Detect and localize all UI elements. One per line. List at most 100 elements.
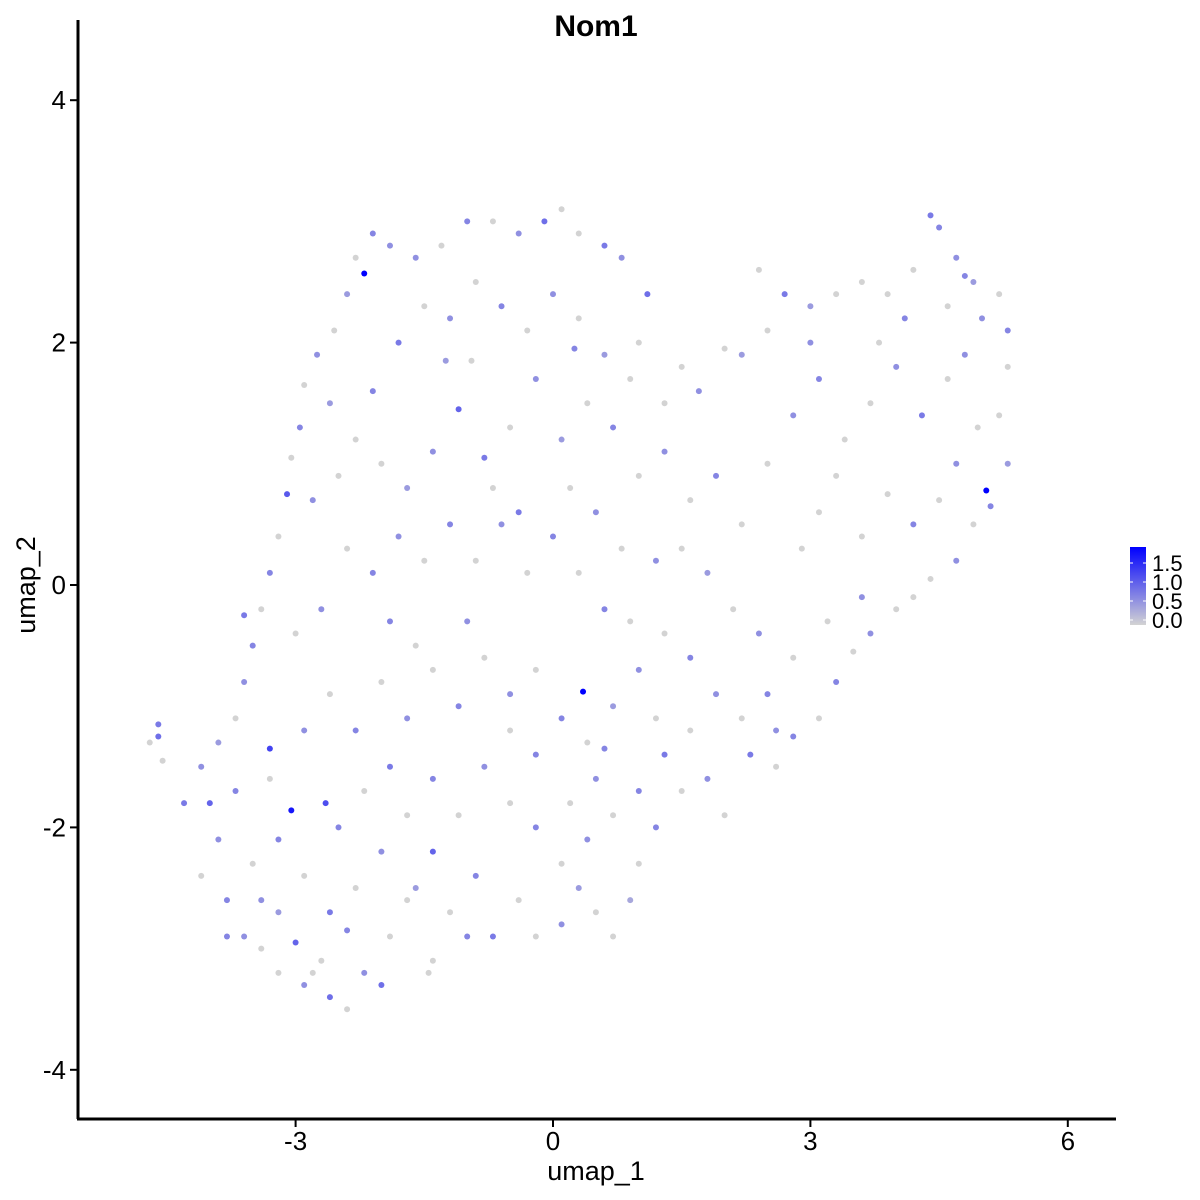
data-point [524, 569, 531, 576]
data-point [266, 745, 273, 752]
data-point [181, 800, 188, 807]
data-point [567, 485, 574, 492]
data-point [858, 279, 865, 285]
data-point [489, 485, 496, 492]
data-point [481, 763, 488, 770]
data-point [713, 472, 720, 479]
data-point [713, 691, 720, 698]
data-point [592, 509, 599, 516]
data-point [558, 436, 565, 443]
data-point [635, 860, 642, 867]
data-point [721, 345, 728, 352]
colorbar-tick-label: 1.0 [1152, 570, 1183, 595]
data-point [507, 424, 514, 431]
data-point [468, 357, 475, 364]
data-point [798, 545, 805, 552]
data-point [764, 691, 771, 698]
data-point [944, 375, 951, 382]
data-point [292, 939, 299, 946]
data-point [404, 715, 411, 722]
data-point [652, 557, 659, 564]
data-point [361, 969, 368, 976]
data-point [979, 315, 985, 322]
colorbar-ticks: 0.00.51.01.5 [1130, 551, 1183, 633]
data-point [601, 351, 608, 358]
data-point [833, 472, 840, 479]
data-point [867, 630, 874, 637]
data-point [618, 545, 625, 552]
data-point [550, 291, 556, 298]
data-point [970, 521, 977, 528]
data-point [575, 569, 582, 576]
data-point [472, 279, 479, 285]
data-point [489, 218, 496, 225]
data-point [344, 291, 351, 298]
data-point [447, 521, 454, 528]
data-point [1004, 327, 1011, 334]
data-point [661, 751, 668, 758]
data-point [301, 382, 308, 389]
colorbar-tick-label: 0.0 [1152, 608, 1183, 633]
colorbar-tick-label: 0.5 [1152, 589, 1183, 614]
data-point [309, 497, 316, 504]
data-point [378, 460, 385, 467]
data-point [910, 594, 917, 601]
data-point [331, 327, 338, 334]
data-point [386, 763, 393, 770]
data-point [335, 824, 342, 831]
data-point [404, 485, 411, 492]
data-point [258, 606, 265, 613]
data-point [910, 521, 917, 528]
x-ticks: -3 0 3 6 [284, 1119, 1075, 1156]
data-point [425, 969, 432, 976]
data-point [661, 400, 668, 407]
data-point [223, 897, 230, 904]
data-point [678, 545, 685, 552]
data-point [532, 666, 539, 673]
data-point [326, 691, 333, 698]
data-point [284, 491, 291, 498]
data-point [232, 788, 239, 795]
data-point [918, 412, 925, 419]
data-point [893, 606, 900, 613]
data-point [507, 691, 514, 698]
data-point [515, 897, 522, 904]
data-point [378, 981, 385, 988]
data-point [592, 775, 599, 782]
data-point [610, 703, 617, 710]
data-point [678, 788, 685, 795]
data-point [429, 775, 436, 782]
data-point [936, 497, 943, 504]
y-tick-label: -4 [43, 1055, 66, 1085]
data-point [910, 266, 917, 273]
data-point [301, 872, 308, 879]
data-point [447, 909, 454, 916]
data-point [893, 363, 900, 370]
data-point [288, 807, 295, 814]
data-point [841, 436, 848, 443]
data-point [687, 727, 694, 734]
data-point [507, 800, 514, 807]
data-point [369, 388, 376, 395]
data-point [215, 739, 222, 746]
data-point [884, 491, 891, 498]
data-point [472, 872, 479, 879]
data-point [301, 981, 308, 988]
data-point [592, 909, 599, 916]
data-point [395, 533, 402, 540]
data-point [580, 688, 587, 695]
data-point [369, 569, 376, 576]
data-point [575, 230, 582, 237]
data-point [421, 303, 428, 310]
data-point [438, 242, 445, 249]
data-point [378, 848, 385, 855]
data-point [361, 788, 368, 795]
data-point [635, 339, 642, 346]
data-point [455, 812, 462, 819]
data-point [755, 266, 762, 273]
data-point [532, 751, 539, 758]
data-point [610, 933, 617, 940]
data-point [567, 800, 574, 807]
data-point [266, 775, 273, 782]
